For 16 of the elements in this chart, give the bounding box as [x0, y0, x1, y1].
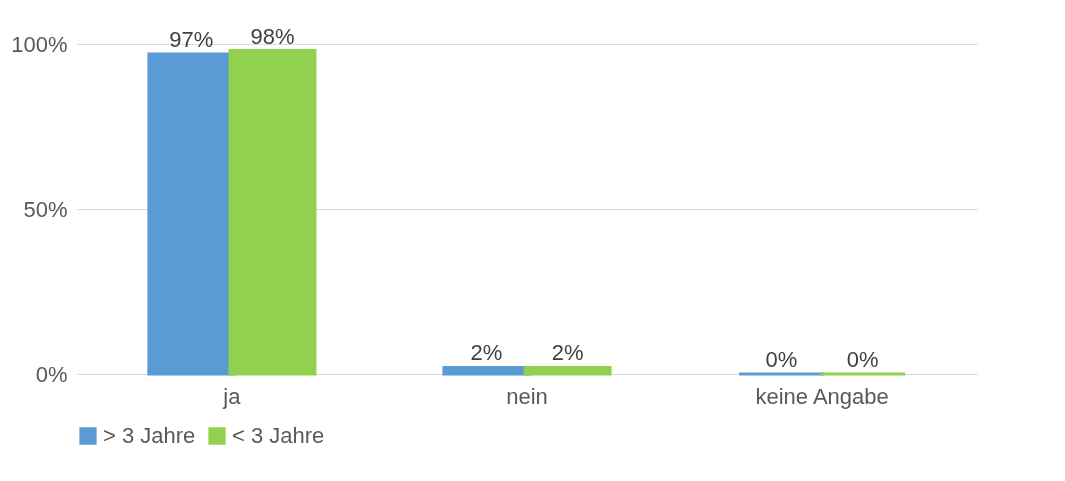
data-label: 98%: [250, 23, 295, 49]
data-label: 0%: [765, 347, 798, 372]
data-label: 97%: [169, 26, 214, 52]
x-tick-label: nein: [506, 383, 548, 409]
y-tick-label: 100%: [11, 31, 68, 57]
x-tick-label: ja: [222, 383, 242, 409]
data-label: 2%: [551, 340, 584, 366]
bar: [523, 365, 612, 376]
legend-label: > 3 Jahre: [103, 423, 196, 448]
bar: [228, 49, 317, 376]
y-tick-label: 0%: [35, 361, 68, 387]
x-tick-label: keine Angabe: [755, 383, 889, 409]
data-label: 0%: [846, 347, 879, 372]
legend-label: < 3 Jahre: [232, 423, 325, 448]
data-label: 2%: [470, 340, 503, 366]
y-tick-label: 50%: [23, 196, 68, 222]
